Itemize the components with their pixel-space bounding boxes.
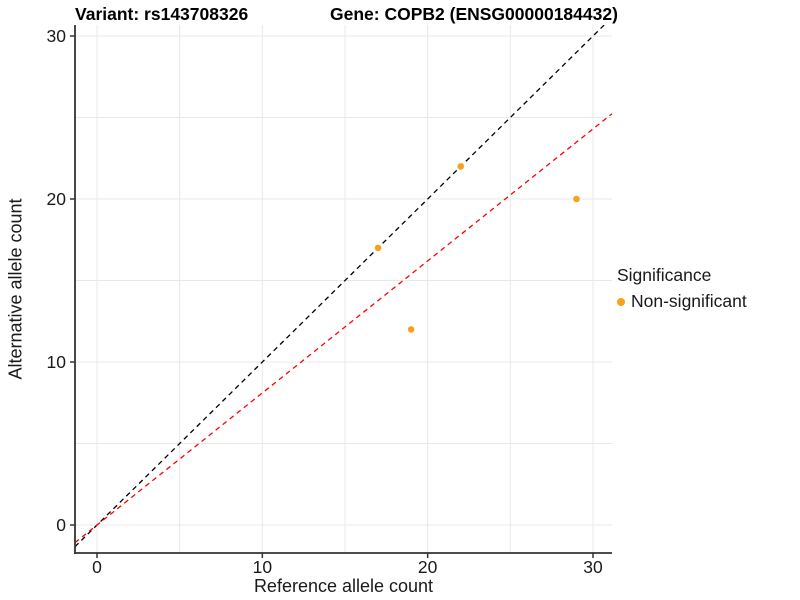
plot-title-variant: Variant: rs143708326 (75, 4, 249, 24)
x-axis-title: Reference allele count (253, 576, 434, 596)
plot-title: Variant: rs143708326 Gene: COPB2 (ENSG00… (0, 4, 800, 26)
plot-title-gene: Gene: COPB2 (ENSG00000184432) (330, 4, 618, 24)
legend-title: Significance (617, 265, 712, 285)
x-tick-label: 30 (583, 557, 603, 577)
y-tick-label: 0 (56, 515, 66, 535)
data-point (457, 163, 465, 170)
legend: Significance Non-significant (617, 265, 747, 312)
ratio-line (75, 113, 612, 544)
x-tick-label: 20 (418, 557, 438, 577)
legend-item: Non-significant (617, 291, 747, 312)
x-tick-label: 0 (92, 557, 102, 577)
data-point (407, 326, 415, 333)
y-axis-title: Alternative allele count (5, 198, 26, 380)
legend-item-label: Non-significant (631, 291, 747, 311)
data-point (573, 195, 580, 203)
y-tick-label: 10 (47, 352, 67, 372)
identity-line (75, 25, 606, 548)
y-tick-label: 20 (47, 189, 67, 209)
x-tick-label: 10 (253, 557, 273, 577)
y-tick-label: 30 (47, 26, 67, 46)
data-point (374, 244, 382, 252)
legend-point-icon (617, 297, 625, 306)
